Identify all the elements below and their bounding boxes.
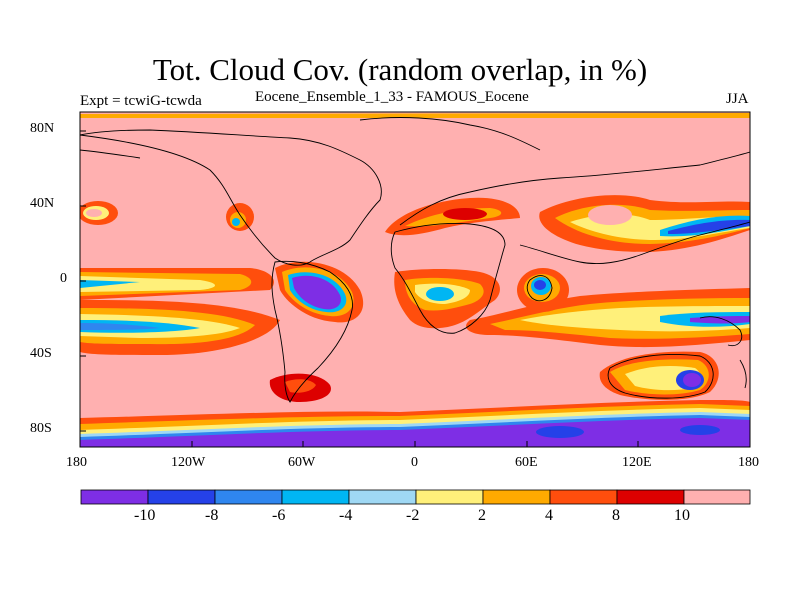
axis-ticks [79, 130, 751, 447]
map-field [80, 112, 750, 447]
europe-band [385, 197, 520, 236]
arctic-band [80, 113, 750, 118]
colorbar-bin-6 [415, 489, 484, 505]
lon-tick-60w: 60W [288, 455, 316, 470]
ensemble-subtitle: Eocene_Ensemble_1_33 - FAMOUS_Eocene [255, 89, 529, 105]
colorbar-label-2: -8 [205, 507, 219, 524]
eurasia-south-coast [399, 151, 750, 226]
mexico-patch [226, 203, 254, 231]
tropical-pacific-west [80, 268, 280, 355]
south-america-coast [271, 260, 353, 403]
southern-ocean-band [80, 400, 750, 447]
new-zealand-coast [739, 359, 747, 389]
lon-tick-0: 0 [411, 455, 418, 470]
new-guinea-coast [699, 316, 743, 347]
lat-tick-80n: 80N [30, 121, 55, 136]
colorbar-bin-9 [616, 489, 685, 505]
alaska-coast [80, 149, 141, 159]
north-pacific-west-patch [80, 201, 118, 225]
madagascar-cell [517, 268, 569, 312]
chart-title: Tot. Cloud Cov. (random overlap, in %) [152, 52, 648, 87]
greenland-coast [359, 117, 541, 151]
colorbar-label-4: -4 [339, 507, 353, 524]
colorbar-bin-5 [348, 489, 417, 505]
lat-tick-40n: 40N [30, 196, 55, 211]
colorbar-bin-8 [549, 489, 618, 505]
lon-tick-180e: 180 [738, 455, 759, 470]
coastlines [80, 117, 750, 403]
experiment-label: Expt = tcwiG-tcwda [80, 93, 202, 109]
australia-cell [599, 351, 719, 400]
asia-pacific-band [539, 195, 750, 252]
colorbar-label-7: 4 [545, 507, 553, 524]
colorbar-bin-1 [80, 489, 149, 505]
colorbar-label-5: -2 [406, 507, 420, 524]
north-america-coast [80, 129, 382, 266]
lon-tick-120w: 120W [171, 455, 206, 470]
colorbar-label-3: -6 [272, 507, 286, 524]
colorbar-bin-3 [214, 489, 283, 505]
colorbar [80, 489, 751, 505]
colorbar-label-9: 10 [674, 507, 690, 524]
colorbar-bin-10 [683, 489, 751, 505]
season-label: JJA [726, 91, 749, 107]
colorbar-label-1: -10 [134, 507, 156, 524]
lat-tick-80s: 80S [30, 421, 52, 436]
lon-tick-60e: 60E [515, 455, 538, 470]
lat-tick-equator: 0 [60, 271, 67, 286]
colorbar-label-8: 8 [612, 507, 620, 524]
lat-tick-40s: 40S [30, 346, 52, 361]
lon-tick-120e: 120E [622, 455, 652, 470]
colorbar-label-6: 2 [478, 507, 486, 524]
africa-atlantic-band [394, 269, 750, 348]
south-america-cell [275, 261, 364, 323]
colorbar-bin-4 [281, 489, 350, 505]
asia-south-coast [519, 221, 750, 265]
lon-tick-180w: 180 [66, 455, 87, 470]
madagascar-coast [526, 275, 553, 302]
colorbar-bin-2 [147, 489, 216, 505]
australia-coast [607, 354, 714, 399]
africa-coast [390, 222, 506, 334]
colorbar-bin-7 [482, 489, 551, 505]
